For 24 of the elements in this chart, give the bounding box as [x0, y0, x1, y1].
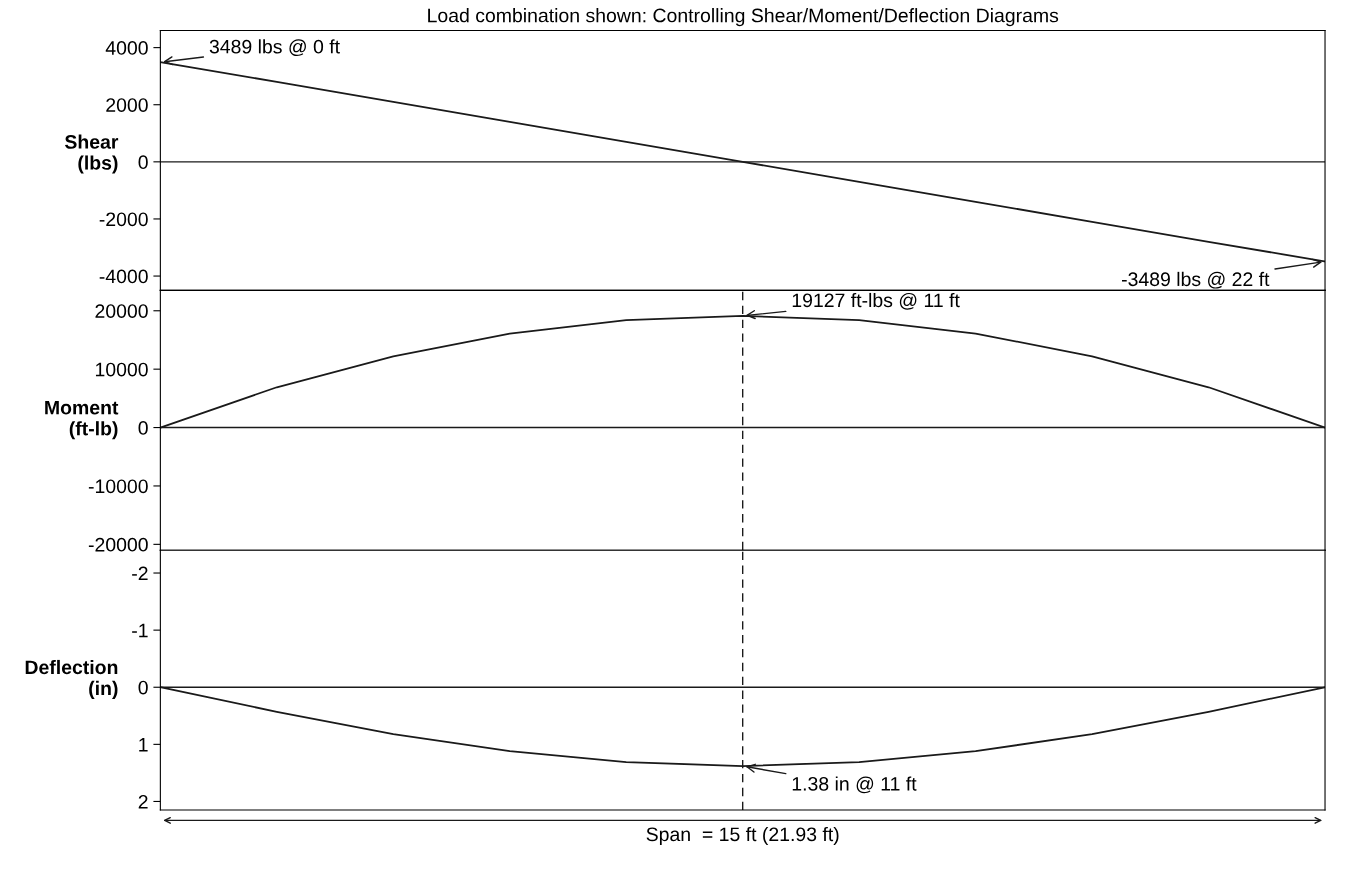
- annotation: 1.38 in @ 11 ft: [792, 776, 917, 794]
- annotation: 19127 ft-lbs @ 11 ft: [792, 292, 960, 310]
- y-tick-label: -2000: [99, 212, 148, 227]
- y-tick-label: 0: [138, 680, 148, 695]
- y-tick-label: 0: [138, 155, 148, 170]
- y-tick-label: -2: [132, 566, 148, 581]
- y-tick-label: 4000: [105, 41, 148, 55]
- annotation: 3489 lbs @ 0 ft: [209, 39, 340, 57]
- y-tick-label: 0: [138, 421, 148, 435]
- y-tick-label: -20000: [88, 537, 148, 552]
- text: Span = 15 ft (21.93 ft): [646, 826, 839, 846]
- y-axis-title: Deflection (in): [25, 659, 118, 699]
- chart-title: Load combination shown: Controlling Shear/Moment/Deflection Diagrams: [428, 8, 1059, 27]
- y-tick-label: 10000: [95, 362, 148, 377]
- y-tick-label: -4000: [99, 269, 148, 284]
- y-tick-label: 2: [138, 794, 148, 809]
- y-axis-title: Moment (ft-lb): [45, 400, 119, 440]
- y-tick-label: 2000: [106, 98, 148, 112]
- y-axis-title: Shear (lbs): [64, 134, 119, 174]
- y-tick-label: -1: [132, 623, 148, 638]
- y-tick-label: 1: [139, 738, 148, 752]
- y-tick-label: -10000: [88, 479, 148, 494]
- y-tick-label: 20000: [95, 304, 148, 319]
- annotation: -3489 lbs @ 22 ft: [1121, 271, 1270, 289]
